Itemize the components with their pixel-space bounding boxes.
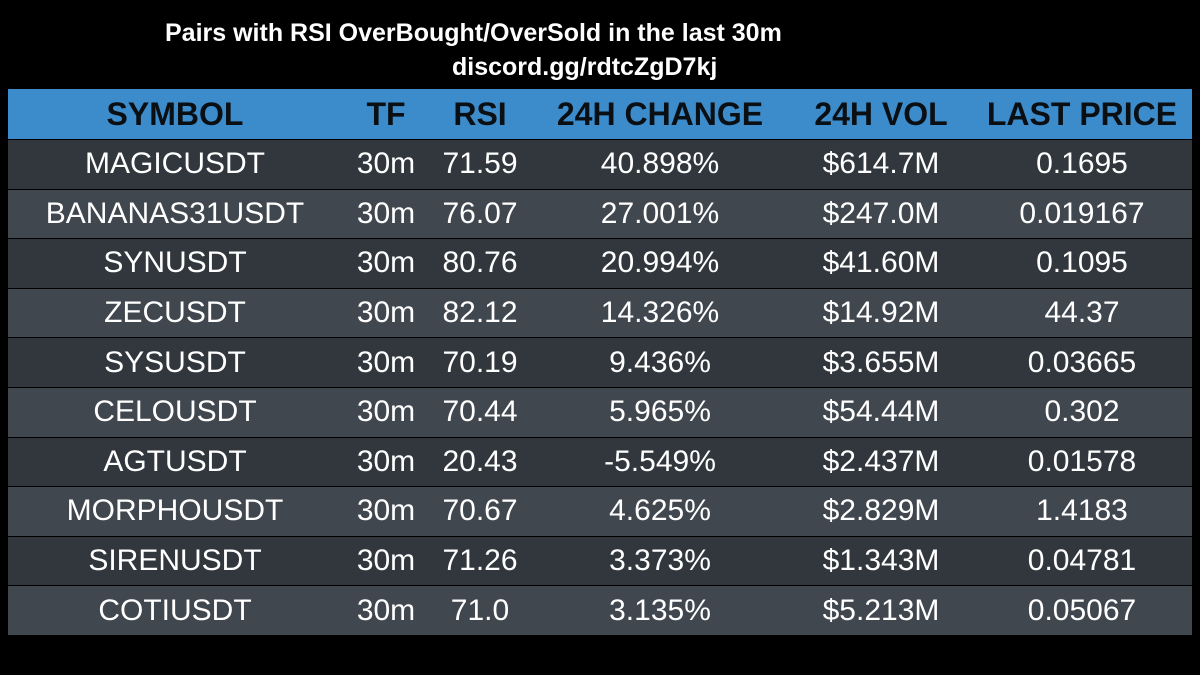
discord-link: discord.gg/rdtcZgD7kj: [452, 53, 718, 81]
cell-24h-change: 3.135%: [609, 593, 711, 627]
cell-symbol: ZECUSDT: [104, 296, 246, 330]
cell-tf: 30m: [356, 494, 416, 528]
cell-24h-change: 14.326%: [600, 296, 720, 330]
cell-rsi: 71.0: [450, 593, 510, 627]
cell-tf: 30m: [356, 147, 416, 181]
table-row: COTIUSDT 30m 71.0 3.135% $5.213M 0.05067: [8, 585, 1192, 635]
header-symbol: SYMBOL: [106, 95, 244, 132]
cell-24h-vol: $54.44M: [822, 395, 940, 429]
cell-last-price: 0.1095: [1036, 246, 1128, 280]
cell-24h-change: 4.625%: [609, 494, 711, 528]
cell-symbol: MAGICUSDT: [85, 147, 265, 181]
cell-tf: 30m: [356, 395, 416, 429]
cell-24h-vol: $1.343M: [822, 544, 940, 578]
cell-last-price: 44.37: [1044, 296, 1120, 330]
cell-24h-vol: $2.437M: [822, 444, 940, 478]
table-row: BANANAS31USDT 30m 76.07 27.001% $247.0M …: [8, 188, 1192, 239]
cell-symbol: COTIUSDT: [98, 593, 252, 627]
cell-24h-vol: $614.7M: [822, 147, 940, 181]
header-24h-change: 24H CHANGE: [556, 95, 764, 132]
cell-symbol: BANANAS31USDT: [45, 196, 305, 230]
cell-rsi: 71.26: [442, 544, 518, 578]
table-row: ZECUSDT 30m 82.12 14.326% $14.92M 44.37: [8, 287, 1192, 338]
cell-rsi: 76.07: [442, 196, 518, 230]
cell-tf: 30m: [356, 544, 416, 578]
table-row: MAGICUSDT 30m 71.59 40.898% $614.7M 0.16…: [8, 139, 1192, 189]
cell-24h-vol: $41.60M: [822, 246, 940, 280]
table-row: SYSUSDT 30m 70.19 9.436% $3.655M 0.03665: [8, 337, 1192, 387]
table-row: AGTUSDT 30m 20.43 -5.549% $2.437M 0.0157…: [8, 436, 1192, 487]
cell-rsi: 82.12: [442, 296, 518, 330]
cell-24h-vol: $14.92M: [822, 296, 940, 330]
cell-rsi: 71.59: [442, 147, 518, 181]
cell-24h-change: 5.965%: [609, 395, 711, 429]
table-row: MORPHOUSDT 30m 70.67 4.625% $2.829M 1.41…: [8, 486, 1192, 536]
cell-24h-vol: $5.213M: [822, 593, 940, 627]
table-row: CELOUSDT 30m 70.44 5.965% $54.44M 0.302: [8, 386, 1192, 437]
header-24h-vol: 24H VOL: [814, 95, 948, 132]
cell-24h-change: -5.549%: [604, 444, 716, 478]
cell-last-price: 1.4183: [1036, 494, 1128, 528]
cell-rsi: 70.19: [442, 345, 518, 379]
cell-24h-change: 9.436%: [609, 345, 711, 379]
cell-last-price: 0.019167: [1019, 196, 1145, 230]
cell-last-price: 0.05067: [1027, 593, 1137, 627]
header-last-price: LAST PRICE: [986, 95, 1178, 132]
cell-24h-change: 40.898%: [600, 147, 720, 181]
table-header-row: SYMBOL TF RSI 24H CHANGE 24H VOL LAST PR…: [8, 89, 1192, 139]
cell-24h-change: 3.373%: [609, 544, 711, 578]
cell-rsi: 80.76: [442, 246, 518, 280]
cell-tf: 30m: [356, 593, 416, 627]
cell-24h-vol: $3.655M: [822, 345, 940, 379]
pairs-table: SYMBOL TF RSI 24H CHANGE 24H VOL LAST PR…: [8, 89, 1192, 635]
cell-symbol: SYNUSDT: [103, 246, 247, 280]
header-rsi: RSI: [453, 95, 507, 132]
cell-symbol: CELOUSDT: [93, 395, 257, 429]
cell-tf: 30m: [356, 444, 416, 478]
cell-rsi: 20.43: [442, 444, 518, 478]
cell-24h-vol: $2.829M: [822, 494, 940, 528]
cell-last-price: 0.302: [1044, 395, 1120, 429]
cell-symbol: AGTUSDT: [103, 444, 247, 478]
cell-symbol: SYSUSDT: [104, 345, 246, 379]
table-row: SYNUSDT 30m 80.76 20.994% $41.60M 0.1095: [8, 238, 1192, 288]
cell-last-price: 0.04781: [1027, 544, 1137, 578]
cell-tf: 30m: [356, 246, 416, 280]
cell-24h-vol: $247.0M: [822, 196, 940, 230]
cell-tf: 30m: [356, 345, 416, 379]
cell-last-price: 0.1695: [1036, 147, 1128, 181]
cell-24h-change: 27.001%: [600, 196, 720, 230]
table-row: SIRENUSDT 30m 71.26 3.373% $1.343M 0.047…: [8, 535, 1192, 586]
cell-last-price: 0.03665: [1027, 345, 1137, 379]
header-tf: TF: [366, 95, 406, 132]
cell-rsi: 70.44: [442, 395, 518, 429]
cell-symbol: MORPHOUSDT: [66, 494, 284, 528]
cell-symbol: SIRENUSDT: [88, 544, 262, 578]
cell-last-price: 0.01578: [1027, 444, 1137, 478]
cell-tf: 30m: [356, 196, 416, 230]
page-title: Pairs with RSI OverBought/OverSold in th…: [165, 19, 782, 47]
cell-tf: 30m: [356, 296, 416, 330]
cell-24h-change: 20.994%: [600, 246, 720, 280]
cell-rsi: 70.67: [442, 494, 518, 528]
